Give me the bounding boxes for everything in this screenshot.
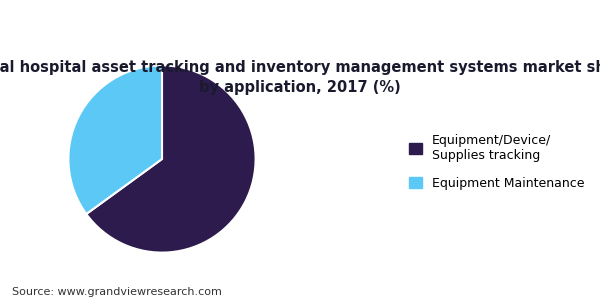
Wedge shape — [68, 65, 162, 214]
Text: Global hospital asset tracking and inventory management systems market share,
by: Global hospital asset tracking and inven… — [0, 60, 600, 95]
Text: Source: www.grandviewresearch.com: Source: www.grandviewresearch.com — [12, 287, 222, 297]
Wedge shape — [86, 65, 256, 253]
Legend: Equipment/Device/
Supplies tracking, Equipment Maintenance: Equipment/Device/ Supplies tracking, Equ… — [405, 130, 588, 194]
